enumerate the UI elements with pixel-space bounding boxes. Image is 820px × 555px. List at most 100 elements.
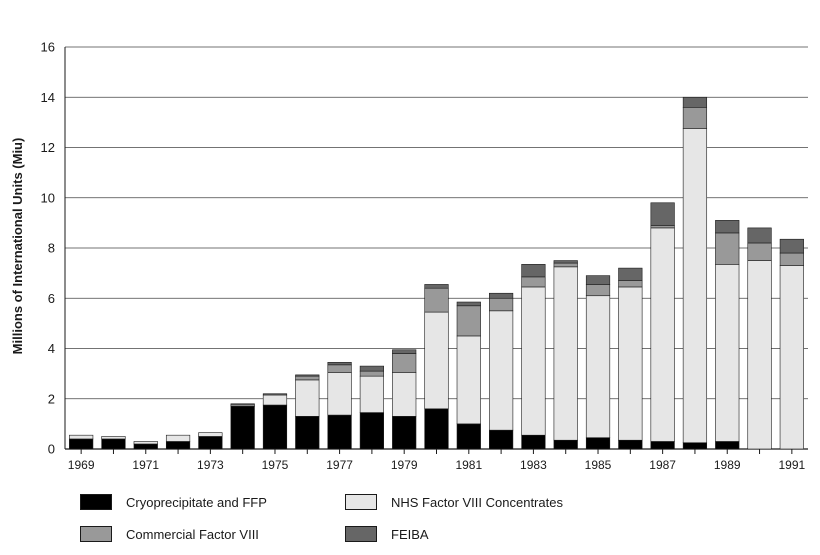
bar-segment-1987-series-3 bbox=[650, 202, 675, 226]
bar-segment-1979-series-2 bbox=[392, 353, 417, 373]
bar-segment-1982-series-2 bbox=[489, 297, 514, 312]
y-tick-label: 2 bbox=[48, 391, 55, 406]
bar-segment-1981-series-3 bbox=[456, 301, 481, 307]
bar-segment-1978-series-1 bbox=[359, 375, 384, 413]
bar-segment-1976-series-0 bbox=[295, 416, 320, 450]
y-tick-label: 0 bbox=[48, 442, 55, 457]
bar-segment-1971-series-1 bbox=[133, 441, 158, 445]
legend-item-nhs-factor-viii: NHS Factor VIII Concentrates bbox=[345, 494, 563, 510]
bar-segment-1987-series-0 bbox=[650, 441, 675, 450]
bar-segment-1975-series-1 bbox=[262, 394, 288, 406]
bar-segment-1983-series-0 bbox=[521, 434, 546, 450]
y-tick-labels: 0 2 4 6 8 10 12 14 16 bbox=[41, 40, 55, 457]
bar-segment-1981-series-0 bbox=[456, 423, 481, 450]
x-tick-label: 1969 bbox=[68, 458, 95, 472]
bar-segment-1970-series-0 bbox=[101, 438, 126, 450]
bar-segment-1991-series-3 bbox=[779, 238, 804, 254]
x-tick-label: 1977 bbox=[326, 458, 353, 472]
bar-segment-1973-series-0 bbox=[198, 436, 223, 450]
gridlines bbox=[64, 46, 808, 450]
y-tick-label: 6 bbox=[48, 291, 55, 306]
bar-segment-1976-series-3 bbox=[295, 374, 320, 377]
bar-segment-1983-series-2 bbox=[521, 276, 546, 288]
bar-segment-1978-series-0 bbox=[359, 412, 384, 450]
bar-segment-1986-series-1 bbox=[618, 286, 643, 441]
bar-segment-1975-series-0 bbox=[262, 404, 288, 450]
bar-segment-1982-series-0 bbox=[489, 429, 514, 450]
bar-segment-1984-series-2 bbox=[553, 262, 578, 268]
bar-segment-1986-series-3 bbox=[618, 267, 643, 281]
y-tick-label: 10 bbox=[41, 190, 55, 205]
legend-swatch bbox=[345, 526, 377, 542]
bar-segment-1985-series-1 bbox=[585, 295, 611, 438]
bar-segment-1989-series-3 bbox=[715, 220, 740, 234]
bar-segment-1989-series-2 bbox=[715, 232, 740, 265]
bar-segment-1988-series-2 bbox=[682, 107, 708, 129]
bar-segment-1981-series-2 bbox=[456, 305, 481, 337]
bar-segment-1977-series-0 bbox=[327, 414, 352, 450]
x-tick-label: 1987 bbox=[649, 458, 676, 472]
bar-segment-1972-series-1 bbox=[165, 434, 191, 442]
bar-segment-1977-series-2 bbox=[327, 364, 352, 373]
legend-swatch bbox=[80, 494, 112, 510]
legend-label: Cryoprecipitate and FFP bbox=[126, 494, 267, 510]
legend-swatch bbox=[345, 494, 377, 510]
bar-segment-1983-series-3 bbox=[521, 264, 546, 278]
bar-segment-1970-series-1 bbox=[101, 436, 126, 440]
bar-segment-1988-series-1 bbox=[682, 128, 708, 444]
bar-segment-1973-series-1 bbox=[198, 432, 223, 437]
bar-segment-1986-series-0 bbox=[618, 439, 643, 450]
y-tick-label: 14 bbox=[41, 90, 55, 105]
bar-segment-1982-series-3 bbox=[489, 292, 514, 299]
bar-segment-1971-series-0 bbox=[133, 443, 158, 450]
bar-segment-1981-series-1 bbox=[456, 335, 481, 425]
legend-swatch bbox=[80, 526, 112, 542]
bar-segment-1978-series-3 bbox=[359, 365, 384, 372]
bar-segment-1979-series-1 bbox=[392, 372, 417, 417]
x-tick-label: 1985 bbox=[585, 458, 612, 472]
legend-label: Commercial Factor VIII bbox=[126, 526, 259, 542]
bar-segment-1984-series-1 bbox=[553, 266, 578, 441]
y-tick-label: 16 bbox=[41, 40, 55, 55]
bar-segment-1985-series-2 bbox=[585, 284, 611, 297]
x-tick-labels: 1969 1971 1973 1975 1977 1979 1981 1983 1985 1987… bbox=[68, 449, 806, 472]
y-axis-label: Millions of International Units (Miu) bbox=[10, 138, 25, 355]
bar-segment-1979-series-3 bbox=[392, 349, 417, 354]
bar-segment-1991-series-1 bbox=[779, 265, 804, 450]
bar-segment-1988-series-3 bbox=[682, 96, 708, 108]
bar-segment-1969-series-1 bbox=[69, 434, 94, 440]
legend-label: FEIBA bbox=[391, 526, 429, 542]
legend-item-feiba: FEIBA bbox=[345, 526, 429, 542]
legend-item-cryoprecipitate: Cryoprecipitate and FFP bbox=[80, 494, 267, 510]
bar-segment-1980-series-3 bbox=[424, 284, 449, 289]
bar-segment-1984-series-3 bbox=[553, 260, 578, 264]
bar-segment-1976-series-1 bbox=[295, 379, 320, 417]
bar-segment-1986-series-2 bbox=[618, 280, 643, 288]
x-tick-label: 1981 bbox=[455, 458, 482, 472]
legend-item-commercial-factor-viii: Commercial Factor VIII bbox=[80, 526, 259, 542]
x-tick-label: 1979 bbox=[391, 458, 418, 472]
bar-segment-1975-series-3 bbox=[262, 393, 288, 396]
bar-segment-1990-series-2 bbox=[747, 242, 772, 261]
y-tick-label: 12 bbox=[41, 140, 55, 155]
bars bbox=[69, 96, 804, 450]
bar-segment-1974-series-0 bbox=[230, 405, 255, 450]
bar-segment-1989-series-1 bbox=[715, 264, 740, 442]
x-tick-label: 1973 bbox=[197, 458, 224, 472]
y-tick-label: 4 bbox=[48, 341, 55, 356]
bar-segment-1976-series-2 bbox=[295, 375, 320, 381]
bar-segment-1978-series-2 bbox=[359, 370, 384, 377]
bar-segment-1990-series-1 bbox=[747, 260, 772, 450]
legend: Cryoprecipitate and FFP NHS Factor VIII … bbox=[80, 488, 640, 548]
bar-segment-1969-series-0 bbox=[69, 438, 94, 450]
bar-segment-1987-series-2 bbox=[650, 225, 675, 229]
y-tick-label: 8 bbox=[48, 241, 55, 256]
bar-segment-1985-series-0 bbox=[585, 437, 611, 450]
bar-segment-1972-series-0 bbox=[165, 441, 191, 450]
x-tick-label: 1975 bbox=[262, 458, 289, 472]
bar-segment-1991-series-2 bbox=[779, 252, 804, 266]
bar-segment-1979-series-0 bbox=[392, 416, 417, 450]
legend-label: NHS Factor VIII Concentrates bbox=[391, 494, 563, 510]
bar-segment-1982-series-1 bbox=[489, 310, 514, 431]
